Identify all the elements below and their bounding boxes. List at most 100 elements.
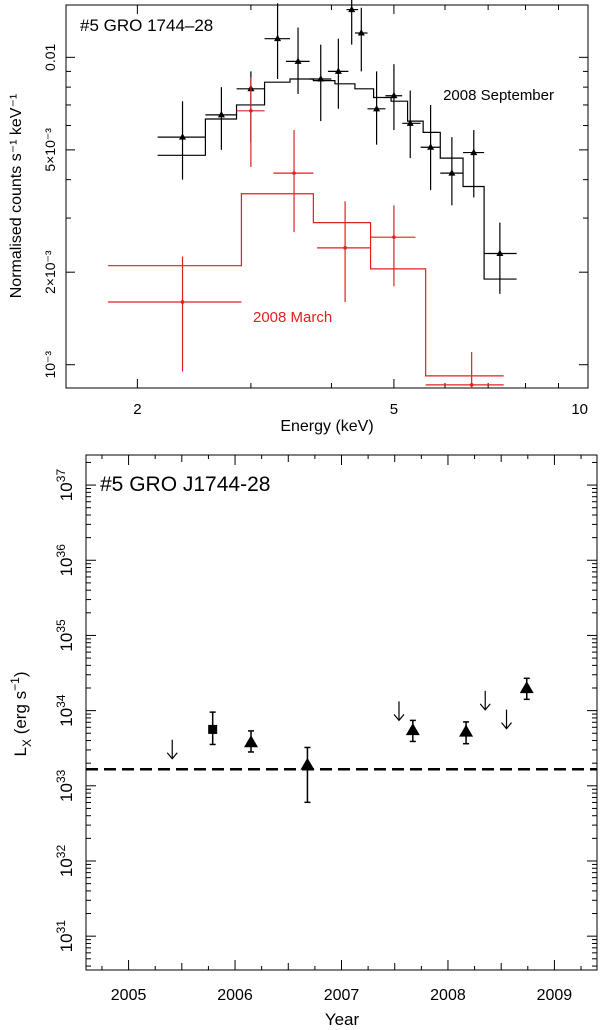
lightcurve-data-points xyxy=(166,677,534,804)
data-point-september xyxy=(157,101,206,180)
lightcurve-y-tick-label: 1033 xyxy=(54,769,76,802)
point-marker xyxy=(179,133,187,140)
point-marker xyxy=(496,249,504,257)
upper-limit-arrow xyxy=(393,701,405,722)
data-point-september xyxy=(440,137,464,206)
point-marker xyxy=(294,57,302,64)
upper-limit-arrow xyxy=(166,739,178,760)
spectrum-x-tick-label: 2 xyxy=(133,401,141,418)
lightcurve-y-tick-label: 1032 xyxy=(54,845,76,878)
data-point-september xyxy=(367,71,386,145)
point-marker xyxy=(274,34,282,42)
point-marker xyxy=(392,235,396,239)
spectrum-y-tick-label: 2×10⁻³ xyxy=(42,250,58,294)
data-point-september xyxy=(402,90,421,159)
data-point-september xyxy=(354,7,368,72)
upper-limit-arrow xyxy=(501,709,512,730)
annotation-september: 2008 September xyxy=(443,87,554,104)
detection-point xyxy=(519,677,534,701)
upper-limit-arrow xyxy=(479,690,491,711)
spectrum-y-tick-label: 0.01 xyxy=(42,43,58,70)
point-marker xyxy=(249,108,253,113)
data-point-september xyxy=(309,44,332,122)
lightcurve-y-tick-label: 1036 xyxy=(54,544,76,577)
detection-point xyxy=(244,730,259,753)
point-marker xyxy=(348,5,356,13)
point-marker xyxy=(217,110,225,118)
spectrum-x-tick-label: 5 xyxy=(390,401,398,418)
lightcurve-panel: #5 GRO J1744-28 2005 2006 2007 2008 2009 103… xyxy=(8,454,598,1029)
spectrum-x-tick-label: 10 xyxy=(571,401,588,418)
arrow-head xyxy=(479,703,491,711)
spectrum-model-lines xyxy=(107,78,517,377)
point-marker xyxy=(334,67,342,74)
arrow-head xyxy=(501,722,512,730)
lightcurve-x-axis: 2005 2006 2007 2008 2009 xyxy=(101,455,582,1004)
data-point-march xyxy=(317,201,371,302)
data-point-march xyxy=(370,205,416,287)
point-marker xyxy=(469,383,474,387)
spectrum-y-tick-label: 10⁻³ xyxy=(42,351,58,379)
lightcurve-y-tick-label: 1035 xyxy=(54,619,76,652)
spectrum-y-tick-label: 5×10⁻³ xyxy=(42,128,58,172)
lightcurve-x-tick-label: 2006 xyxy=(217,987,253,1004)
square-marker xyxy=(208,724,218,734)
detection-point xyxy=(208,711,218,746)
lightcurve-x-tick-label: 2008 xyxy=(430,987,466,1004)
detection-point xyxy=(405,719,420,743)
data-point-march xyxy=(236,77,265,167)
arrow-head xyxy=(166,752,178,760)
spectrum-panel: #5 GRO 1744–28 2 5 10 10⁻³ 2×10⁻³ 5×10⁻³ 0.01… xyxy=(8,0,589,435)
lightcurve-y-tick-label: 1037 xyxy=(54,469,76,502)
detection-point xyxy=(300,746,315,804)
annotation-march: 2008 March xyxy=(253,309,332,326)
data-point-september xyxy=(264,3,291,80)
lightcurve-plot-frame xyxy=(85,454,598,971)
point-marker xyxy=(357,28,365,36)
lightcurve-x-tick-label: 2005 xyxy=(111,987,147,1004)
data-point-september xyxy=(385,64,403,131)
triangle-marker xyxy=(519,681,534,694)
model-step-2008-march xyxy=(107,193,504,377)
point-marker xyxy=(470,148,478,156)
lightcurve-x-tick-label: 2009 xyxy=(537,987,573,1004)
lightcurve-y-label: LX (erg s−1) xyxy=(8,671,34,756)
data-point-september xyxy=(346,0,359,45)
detection-point xyxy=(459,721,474,745)
data-point-september xyxy=(420,104,441,191)
triangle-marker xyxy=(300,757,315,770)
data-point-march xyxy=(107,256,242,372)
data-point-march xyxy=(425,352,504,388)
spectrum-x-axis: 2 5 10 xyxy=(133,5,589,418)
triangle-marker xyxy=(459,724,474,737)
spectrum-x-label: Energy (keV) xyxy=(280,418,373,435)
point-marker xyxy=(448,169,456,176)
point-marker xyxy=(292,171,296,175)
point-marker xyxy=(180,300,185,304)
data-point-september xyxy=(463,130,485,198)
lightcurve-y-tick-label: 1034 xyxy=(54,694,76,727)
spectrum-title: #5 GRO 1744–28 xyxy=(80,16,213,35)
data-point-september xyxy=(484,222,517,294)
point-marker xyxy=(427,143,435,150)
triangle-marker xyxy=(405,723,420,736)
spectrum-plot-frame xyxy=(65,4,589,389)
data-point-march xyxy=(273,130,314,233)
lightcurve-title: #5 GRO J1744-28 xyxy=(100,473,270,496)
point-marker xyxy=(317,75,325,82)
point-marker xyxy=(343,246,347,250)
point-marker xyxy=(373,104,381,112)
lightcurve-x-label: Year xyxy=(325,1010,360,1029)
data-point-september xyxy=(205,87,237,150)
spectrum-y-axis: 10⁻³ 2×10⁻³ 5×10⁻³ 0.01 xyxy=(42,43,588,379)
data-point-september xyxy=(285,27,310,94)
data-point-september xyxy=(327,38,349,109)
lightcurve-y-tick-label: 1031 xyxy=(54,920,76,953)
point-marker xyxy=(406,119,414,126)
spectrum-y-label: Normalised counts s⁻¹ keV⁻¹ xyxy=(8,94,25,299)
spectrum-data-points xyxy=(107,0,517,388)
arrow-head xyxy=(393,713,405,722)
model-step-2008-september xyxy=(157,78,517,280)
lightcurve-y-axis: 1031 1032 1033 1034 1035 1036 1037 xyxy=(54,461,597,967)
